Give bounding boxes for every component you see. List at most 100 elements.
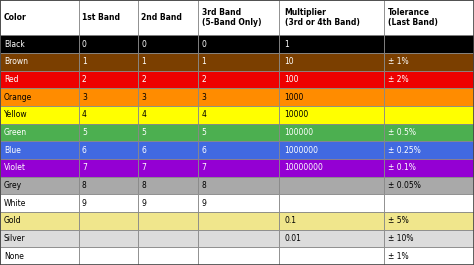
Text: 4: 4 xyxy=(141,110,146,119)
Bar xyxy=(79,230,138,247)
Bar xyxy=(384,53,474,71)
Bar xyxy=(0,35,79,53)
Text: 2: 2 xyxy=(201,75,206,84)
Bar xyxy=(198,212,279,230)
Bar xyxy=(384,141,474,159)
Bar xyxy=(384,35,474,53)
Bar xyxy=(79,159,138,177)
Bar xyxy=(279,159,384,177)
Bar xyxy=(198,194,279,212)
Bar xyxy=(138,212,198,230)
Bar xyxy=(384,212,474,230)
Text: ± 0.25%: ± 0.25% xyxy=(388,146,421,155)
Bar xyxy=(0,106,79,124)
Text: ± 10%: ± 10% xyxy=(388,234,414,243)
Text: ± 2%: ± 2% xyxy=(388,75,409,84)
Text: 7: 7 xyxy=(141,163,146,172)
Bar xyxy=(0,212,79,230)
Bar xyxy=(279,194,384,212)
Bar xyxy=(198,106,279,124)
Text: 8: 8 xyxy=(141,181,146,190)
Bar xyxy=(79,177,138,194)
Bar xyxy=(138,88,198,106)
Text: ± 0.1%: ± 0.1% xyxy=(388,163,416,172)
Bar xyxy=(138,177,198,194)
Text: Blue: Blue xyxy=(4,146,21,155)
Text: 9: 9 xyxy=(141,199,146,208)
Text: 9: 9 xyxy=(201,199,207,208)
Text: 3rd Band
(5-Band Only): 3rd Band (5-Band Only) xyxy=(201,8,261,27)
Text: 1: 1 xyxy=(82,57,87,66)
Bar xyxy=(79,247,138,265)
Bar xyxy=(0,177,79,194)
Text: 0: 0 xyxy=(82,40,87,49)
Text: 1000000: 1000000 xyxy=(284,146,319,155)
Bar xyxy=(198,53,279,71)
Bar xyxy=(0,0,79,35)
Text: ± 0.05%: ± 0.05% xyxy=(388,181,421,190)
Bar xyxy=(0,230,79,247)
Bar xyxy=(138,124,198,141)
Bar xyxy=(279,88,384,106)
Text: 3: 3 xyxy=(201,93,207,102)
Text: White: White xyxy=(4,199,27,208)
Text: 4: 4 xyxy=(82,110,87,119)
Bar xyxy=(279,71,384,88)
Text: 2nd Band: 2nd Band xyxy=(141,13,182,22)
Bar xyxy=(138,159,198,177)
Bar xyxy=(198,88,279,106)
Bar xyxy=(138,247,198,265)
Bar xyxy=(138,0,198,35)
Bar xyxy=(79,53,138,71)
Text: 100000: 100000 xyxy=(284,128,314,137)
Text: 6: 6 xyxy=(141,146,146,155)
Text: 5: 5 xyxy=(201,128,207,137)
Bar xyxy=(79,88,138,106)
Bar xyxy=(0,194,79,212)
Bar xyxy=(0,124,79,141)
Text: Yellow: Yellow xyxy=(4,110,27,119)
Text: 1: 1 xyxy=(141,57,146,66)
Text: 8: 8 xyxy=(82,181,87,190)
Bar xyxy=(138,141,198,159)
Bar xyxy=(198,177,279,194)
Bar xyxy=(279,106,384,124)
Bar xyxy=(384,124,474,141)
Text: 1st Band: 1st Band xyxy=(82,13,120,22)
Text: Silver: Silver xyxy=(4,234,26,243)
Text: Color: Color xyxy=(4,13,27,22)
Bar xyxy=(279,177,384,194)
Text: Green: Green xyxy=(4,128,27,137)
Bar xyxy=(384,106,474,124)
Bar xyxy=(384,88,474,106)
Text: ± 0.5%: ± 0.5% xyxy=(388,128,416,137)
Bar xyxy=(79,124,138,141)
Text: Multiplier
(3rd or 4th Band): Multiplier (3rd or 4th Band) xyxy=(284,8,359,27)
Bar xyxy=(198,247,279,265)
Text: Brown: Brown xyxy=(4,57,28,66)
Text: Red: Red xyxy=(4,75,18,84)
Bar xyxy=(79,141,138,159)
Bar xyxy=(384,247,474,265)
Text: Gold: Gold xyxy=(4,216,22,225)
Text: Tolerance
(Last Band): Tolerance (Last Band) xyxy=(388,8,438,27)
Bar xyxy=(279,124,384,141)
Bar xyxy=(198,159,279,177)
Text: 3: 3 xyxy=(141,93,146,102)
Bar xyxy=(198,141,279,159)
Text: 0.01: 0.01 xyxy=(284,234,301,243)
Text: Grey: Grey xyxy=(4,181,22,190)
Text: Violet: Violet xyxy=(4,163,26,172)
Bar xyxy=(79,106,138,124)
Text: 1: 1 xyxy=(201,57,206,66)
Text: 5: 5 xyxy=(141,128,146,137)
Bar xyxy=(138,35,198,53)
Text: 1000: 1000 xyxy=(284,93,304,102)
Bar xyxy=(138,230,198,247)
Text: ± 1%: ± 1% xyxy=(388,252,409,261)
Bar xyxy=(198,0,279,35)
Text: 0: 0 xyxy=(141,40,146,49)
Bar xyxy=(0,53,79,71)
Text: 4: 4 xyxy=(201,110,207,119)
Bar xyxy=(384,0,474,35)
